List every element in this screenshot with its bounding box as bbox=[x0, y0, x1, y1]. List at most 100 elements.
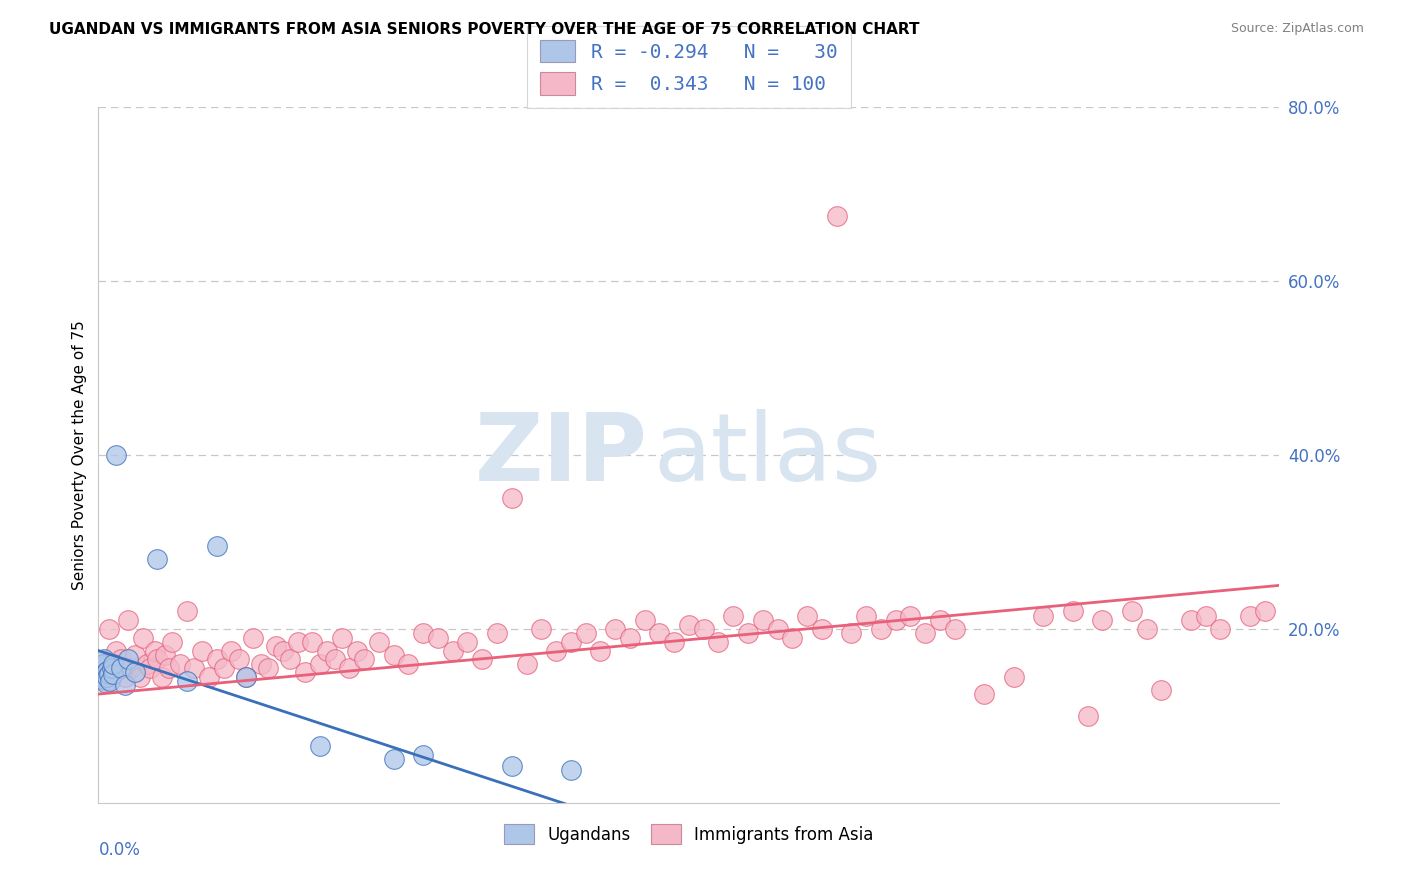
Point bbox=[316, 643, 339, 657]
Point bbox=[914, 626, 936, 640]
Point bbox=[501, 491, 523, 506]
Point bbox=[884, 613, 907, 627]
Point bbox=[91, 673, 114, 687]
Point bbox=[235, 670, 257, 684]
Point bbox=[257, 661, 280, 675]
Point bbox=[825, 209, 848, 223]
Point bbox=[91, 657, 114, 671]
Point bbox=[136, 657, 159, 671]
Point bbox=[198, 670, 221, 684]
Point bbox=[91, 657, 114, 671]
Point bbox=[100, 661, 122, 675]
Point bbox=[560, 635, 582, 649]
Point bbox=[973, 687, 995, 701]
Point bbox=[560, 763, 582, 777]
Point bbox=[1180, 613, 1202, 627]
Point bbox=[412, 747, 434, 762]
Point bbox=[143, 643, 166, 657]
Point bbox=[100, 661, 122, 675]
Point bbox=[191, 643, 214, 657]
Point bbox=[530, 622, 553, 636]
Point bbox=[1150, 682, 1173, 697]
Point bbox=[98, 674, 121, 689]
Text: 0.0%: 0.0% bbox=[98, 841, 141, 859]
Point bbox=[128, 670, 150, 684]
Point bbox=[1077, 708, 1099, 723]
Point bbox=[105, 448, 128, 462]
Point bbox=[110, 652, 132, 666]
Point bbox=[929, 613, 952, 627]
Point bbox=[124, 648, 146, 662]
Point bbox=[1254, 605, 1277, 619]
Point bbox=[97, 667, 120, 681]
Legend: Ugandans, Immigrants from Asia: Ugandans, Immigrants from Asia bbox=[495, 814, 883, 854]
Point bbox=[501, 759, 523, 773]
Point bbox=[157, 661, 180, 675]
Point bbox=[1209, 622, 1232, 636]
Point bbox=[110, 661, 132, 675]
Point bbox=[1239, 608, 1261, 623]
Point bbox=[183, 661, 205, 675]
Point bbox=[228, 652, 250, 666]
Point bbox=[486, 626, 509, 640]
Point bbox=[94, 675, 117, 690]
Point bbox=[810, 622, 832, 636]
Point bbox=[457, 635, 479, 649]
Point bbox=[139, 661, 162, 675]
Point bbox=[221, 643, 243, 657]
Point bbox=[176, 674, 198, 689]
Point bbox=[330, 631, 353, 645]
Point bbox=[855, 608, 877, 623]
Point bbox=[271, 643, 294, 657]
Point bbox=[796, 608, 818, 623]
Point bbox=[1121, 605, 1143, 619]
Point bbox=[693, 622, 716, 636]
Point bbox=[575, 626, 598, 640]
Point bbox=[90, 658, 112, 673]
Point bbox=[648, 626, 671, 640]
Point bbox=[664, 635, 686, 649]
Point bbox=[309, 657, 332, 671]
Point bbox=[94, 665, 117, 680]
Point bbox=[943, 622, 966, 636]
Text: atlas: atlas bbox=[654, 409, 882, 501]
Point bbox=[96, 664, 118, 678]
Point bbox=[162, 635, 183, 649]
Point bbox=[1062, 605, 1084, 619]
Point bbox=[97, 622, 120, 636]
Point bbox=[634, 613, 657, 627]
Point bbox=[212, 661, 235, 675]
Point bbox=[382, 752, 405, 766]
Point bbox=[1002, 670, 1025, 684]
Point bbox=[205, 652, 228, 666]
Point bbox=[235, 670, 257, 684]
Point bbox=[737, 626, 759, 640]
Text: ZIP: ZIP bbox=[475, 409, 648, 501]
Point bbox=[766, 622, 789, 636]
Point bbox=[132, 631, 155, 645]
Point bbox=[546, 643, 568, 657]
Point bbox=[153, 648, 176, 662]
Point bbox=[117, 613, 139, 627]
Point bbox=[346, 643, 368, 657]
Point bbox=[619, 631, 641, 645]
Point bbox=[398, 657, 420, 671]
Point bbox=[103, 667, 125, 681]
Point bbox=[294, 665, 316, 680]
Point bbox=[150, 670, 173, 684]
Point bbox=[1136, 622, 1159, 636]
Point bbox=[169, 657, 191, 671]
Point bbox=[205, 539, 228, 553]
Point bbox=[301, 635, 323, 649]
Point bbox=[105, 643, 128, 657]
Point bbox=[368, 635, 391, 649]
Point bbox=[96, 670, 118, 684]
Y-axis label: Seniors Poverty Over the Age of 75: Seniors Poverty Over the Age of 75 bbox=[72, 320, 87, 590]
Point bbox=[382, 648, 405, 662]
Point bbox=[441, 643, 464, 657]
Point bbox=[242, 631, 264, 645]
Point bbox=[176, 605, 198, 619]
Point bbox=[782, 631, 804, 645]
Point bbox=[287, 635, 309, 649]
Point bbox=[870, 622, 893, 636]
